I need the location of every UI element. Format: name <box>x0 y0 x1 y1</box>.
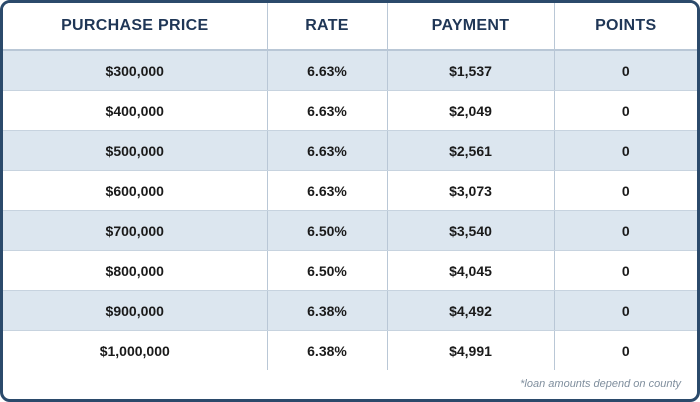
header-payment: PAYMENT <box>387 3 555 51</box>
purchase-price-cell: $400,000 <box>3 90 268 131</box>
points-cell: 0 <box>554 250 697 291</box>
rate-cell: 6.38% <box>267 290 388 331</box>
payment-cell: $3,540 <box>387 210 555 251</box>
points-cell: 0 <box>554 90 697 131</box>
points-cell: 0 <box>554 290 697 331</box>
rate-cell: 6.63% <box>267 130 388 171</box>
payment-cell: $4,991 <box>387 330 555 370</box>
payment-cell: $1,537 <box>387 50 555 91</box>
points-cell: 0 <box>554 210 697 251</box>
points-cell: 0 <box>554 330 697 370</box>
header-rate: RATE <box>267 3 388 51</box>
points-cell: 0 <box>554 170 697 211</box>
payment-cell: $4,492 <box>387 290 555 331</box>
purchase-price-cell: $300,000 <box>3 50 268 91</box>
rate-cell: 6.63% <box>267 170 388 211</box>
table-row: $800,000 6.50% $4,045 0 <box>3 250 697 291</box>
rate-cell: 6.50% <box>267 210 388 251</box>
rate-cell: 6.63% <box>267 90 388 131</box>
table-row: $500,000 6.63% $2,561 0 <box>3 130 697 171</box>
table-row: $400,000 6.63% $2,049 0 <box>3 90 697 131</box>
loan-amount-footnote: *loan amounts depend on county <box>520 378 681 390</box>
purchase-price-cell: $500,000 <box>3 130 268 171</box>
purchase-price-cell: $700,000 <box>3 210 268 251</box>
purchase-price-cell: $800,000 <box>3 250 268 291</box>
points-cell: 0 <box>554 130 697 171</box>
payment-cell: $2,561 <box>387 130 555 171</box>
payment-cell: $2,049 <box>387 90 555 131</box>
table-row: $700,000 6.50% $3,540 0 <box>3 210 697 251</box>
points-cell: 0 <box>554 50 697 91</box>
table-row: $300,000 6.63% $1,537 0 <box>3 50 697 91</box>
rate-table: PURCHASE PRICE RATE PAYMENT POINTS $300,… <box>3 3 697 370</box>
rate-cell: 6.38% <box>267 330 388 370</box>
table-row: $900,000 6.38% $4,492 0 <box>3 290 697 331</box>
payment-cell: $3,073 <box>387 170 555 211</box>
header-points: POINTS <box>554 3 697 51</box>
table-row: $600,000 6.63% $3,073 0 <box>3 170 697 211</box>
table-row: $1,000,000 6.38% $4,991 0 <box>3 330 697 370</box>
rate-cell: 6.63% <box>267 50 388 91</box>
header-purchase-price: PURCHASE PRICE <box>3 3 268 51</box>
rate-cell: 6.50% <box>267 250 388 291</box>
purchase-price-cell: $900,000 <box>3 290 268 331</box>
payment-cell: $4,045 <box>387 250 555 291</box>
purchase-price-cell: $1,000,000 <box>3 330 268 370</box>
purchase-price-cell: $600,000 <box>3 170 268 211</box>
table-header-row: PURCHASE PRICE RATE PAYMENT POINTS <box>3 3 697 51</box>
